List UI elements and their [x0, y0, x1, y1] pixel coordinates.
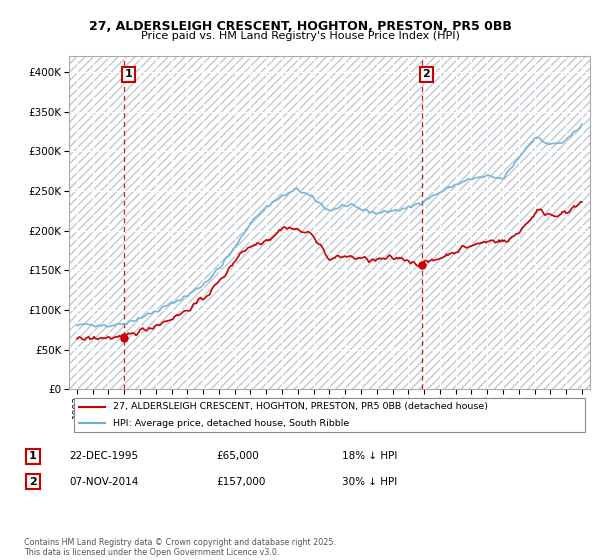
Text: £157,000: £157,000 [216, 477, 265, 487]
Text: 1: 1 [125, 69, 133, 80]
Text: £65,000: £65,000 [216, 451, 259, 461]
Text: Price paid vs. HM Land Registry's House Price Index (HPI): Price paid vs. HM Land Registry's House … [140, 31, 460, 41]
Text: 27, ALDERSLEIGH CRESCENT, HOGHTON, PRESTON, PR5 0BB (detached house): 27, ALDERSLEIGH CRESCENT, HOGHTON, PREST… [113, 402, 488, 411]
Bar [69, 56, 590, 389]
Text: 22-DEC-1995: 22-DEC-1995 [69, 451, 138, 461]
Text: HPI: Average price, detached house, South Ribble: HPI: Average price, detached house, Sout… [113, 419, 350, 428]
FancyBboxPatch shape [74, 398, 584, 432]
Text: 07-NOV-2014: 07-NOV-2014 [69, 477, 139, 487]
Text: 30% ↓ HPI: 30% ↓ HPI [342, 477, 397, 487]
Text: Contains HM Land Registry data © Crown copyright and database right 2025.
This d: Contains HM Land Registry data © Crown c… [24, 538, 336, 557]
Text: 18% ↓ HPI: 18% ↓ HPI [342, 451, 397, 461]
Text: 27, ALDERSLEIGH CRESCENT, HOGHTON, PRESTON, PR5 0BB: 27, ALDERSLEIGH CRESCENT, HOGHTON, PREST… [89, 20, 511, 32]
Text: 2: 2 [29, 477, 37, 487]
Text: 1: 1 [29, 451, 37, 461]
Text: 2: 2 [422, 69, 430, 80]
